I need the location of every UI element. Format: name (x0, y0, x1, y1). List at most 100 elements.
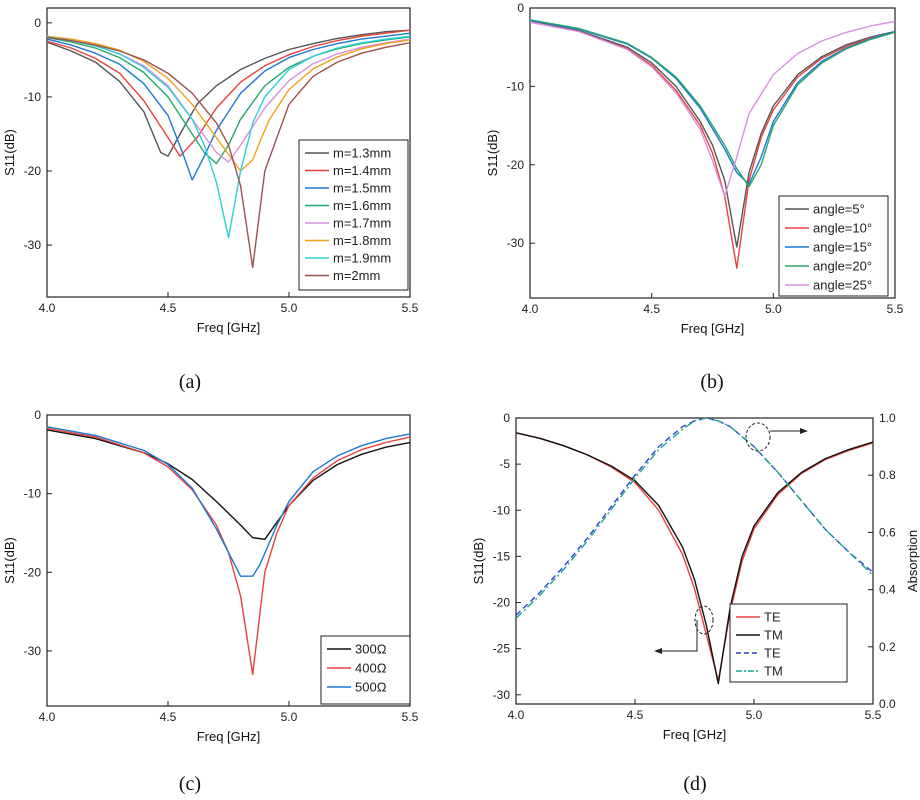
panel-caption: (a) (179, 371, 201, 393)
legend: 300Ω 400Ω 500Ω (320, 635, 411, 705)
series-line-4 (530, 19, 895, 188)
dashed-circle-marker (694, 605, 714, 635)
legend-box (298, 139, 409, 291)
series-line-2 (530, 21, 895, 269)
series-line-8 (47, 36, 410, 269)
x-tick-label: 5.0 (765, 302, 782, 316)
series-line-4 (47, 36, 410, 165)
chart-panel-4: 4.0 4.5 5.0 5.5 0 -5 -10 -15 -20 -25 -30 0.0 0.2 0.4 0… (471, 411, 920, 795)
legend-label: angle=15° (813, 240, 872, 255)
series-line-1 (530, 20, 895, 248)
y-tick-label: -30 (24, 238, 42, 252)
axis-indicator-annotations (654, 422, 808, 654)
series-line-1 (47, 29, 410, 157)
x-tick-label: 4.5 (160, 301, 177, 315)
legend-label: 500Ω (355, 680, 387, 695)
y-tick-label: -20 (493, 596, 511, 610)
x-tick-label: 5.5 (865, 708, 882, 722)
y2-tick-label: 0.0 (879, 697, 896, 711)
x-axis-label: Freq [GHz] (197, 320, 261, 335)
x-tick-label: 4.5 (627, 708, 644, 722)
plot-frame (515, 417, 874, 705)
y2-tick-label: 0.6 (879, 525, 896, 539)
y-tick-label: -10 (24, 90, 42, 104)
y-tick-label: 0 (34, 16, 41, 30)
y-tick-label: -20 (24, 565, 42, 579)
left-arrow-line (660, 620, 698, 652)
x-axis-label: Freq [GHz] (197, 729, 261, 744)
y-tick-label: 0 (34, 408, 41, 422)
y-tick-label: -15 (493, 549, 511, 563)
series-line-2 (47, 29, 410, 157)
dashed-circle-marker (745, 422, 771, 452)
y-tick-label: -30 (493, 688, 511, 702)
panel-caption: (d) (683, 773, 706, 795)
y-axis-label: S11(dB) (471, 538, 486, 585)
x-tick-label: 5.5 (402, 301, 419, 315)
legend-box (778, 195, 889, 297)
legend-label: TE (764, 610, 781, 625)
legend-label: m=1.7mm (333, 216, 391, 231)
x-tick-label: 5.5 (402, 710, 419, 724)
x-tick-label: 4.5 (643, 302, 660, 316)
series-line-6 (47, 35, 410, 172)
plot-frame (46, 414, 411, 707)
y-tick-label: -5 (499, 457, 510, 471)
chart-panel-3: 4.0 4.5 5.0 5.5 0 -10 -20 -30 Freq [GHz] S11(dB) (… (2, 408, 419, 795)
series-line-7 (47, 35, 410, 239)
legend-label: angle=20° (813, 259, 872, 274)
series-line-5 (530, 20, 895, 197)
y-tick-label: -10 (24, 487, 42, 501)
y2-tick-label: 1.0 (879, 411, 896, 425)
legend-label: m=2mm (333, 268, 380, 283)
x-tick-label: 4.5 (160, 710, 177, 724)
legend-label: m=1.6mm (333, 198, 391, 213)
series-line-2 (47, 427, 410, 676)
y2-axis-label: Absorption (905, 530, 920, 592)
legend: TE TM TE TM (729, 603, 848, 683)
x-tick-label: 5.5 (887, 302, 904, 316)
panel-caption: (c) (179, 773, 201, 795)
y-axis-label: S11(dB) (2, 129, 17, 176)
x-axis-label: Freq [GHz] (663, 727, 727, 742)
y-tick-label: -30 (507, 236, 525, 250)
plot-frame (46, 7, 411, 298)
panel-caption: (b) (700, 371, 723, 393)
y-tick-label: -10 (493, 503, 511, 517)
x-tick-label: 4.0 (508, 708, 525, 722)
series-line-3 (47, 426, 410, 577)
series-line-4 (516, 418, 873, 619)
legend: angle=5° angle=10° angle=15° angle=20° angle… (778, 195, 889, 297)
legend-label: angle=5° (813, 202, 865, 217)
y-tick-label: -20 (24, 164, 42, 178)
x-tick-label: 4.0 (522, 302, 539, 316)
y-tick-label: -20 (507, 158, 525, 172)
chart-panel-2: 4.0 4.5 5.0 5.5 0 -10 -20 -30 Freq [GHz] S11(dB) (… (485, 1, 904, 393)
x-axis-label: Freq [GHz] (681, 321, 745, 336)
y-tick-label: -25 (493, 642, 511, 656)
legend-label: TM (764, 664, 783, 679)
series-line-1 (47, 429, 410, 540)
x-tick-label: 4.0 (39, 710, 56, 724)
legend-label: TE (764, 646, 781, 661)
right-arrow-head (800, 428, 808, 434)
left-arrow-head (654, 648, 662, 654)
y-tick-label: 0 (503, 411, 510, 425)
y2-tick-label: 0.8 (879, 468, 896, 482)
y-axis-label: S11(dB) (485, 130, 500, 177)
legend: m=1.3mm m=1.4mm m=1.5mm m=1.6mm m=1.7mm m=1.8… (298, 139, 409, 291)
legend-box (320, 635, 411, 705)
legend-label: 300Ω (355, 642, 387, 657)
y-tick-label: 0 (517, 1, 524, 15)
legend-label: m=1.4mm (333, 163, 391, 178)
plot-frame (529, 7, 896, 299)
legend-label: 400Ω (355, 661, 387, 676)
y2-tick-label: 0.2 (879, 640, 896, 654)
y2-tick-label: 0.4 (879, 583, 896, 597)
x-tick-label: 4.0 (39, 301, 56, 315)
legend-label: m=1.3mm (333, 146, 391, 161)
y-axis-label: S11(dB) (2, 537, 17, 584)
y-tick-label: -10 (507, 79, 525, 93)
legend-box (729, 603, 848, 683)
